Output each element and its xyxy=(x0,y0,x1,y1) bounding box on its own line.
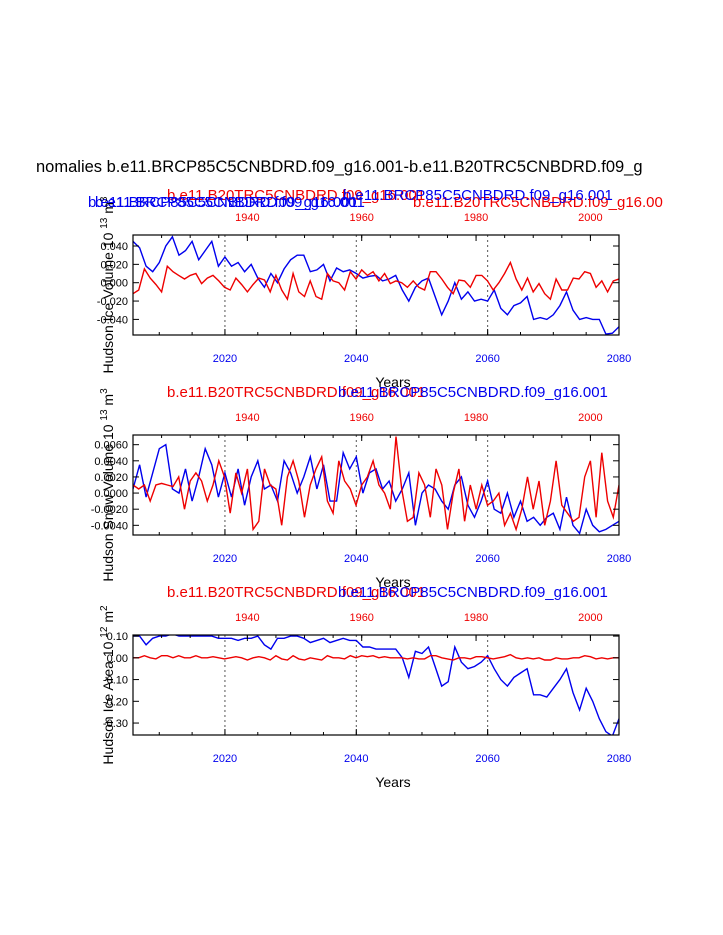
plot-frame xyxy=(132,434,620,536)
xtick-label-bottom: 2060 xyxy=(475,753,499,765)
ytick-label: 0.0000 xyxy=(94,488,128,500)
yaxis-label: Hudson Ice Area 10 12 m2 xyxy=(99,605,116,765)
panel-3: 0.10 0.00 -0.10 -0.20 -0.30 2020 2040 2060 2080 1… xyxy=(99,584,631,790)
xtick-label-bottom: 2060 xyxy=(475,353,499,365)
xtick-label-top: 1960 xyxy=(349,212,373,224)
ytick-label: -0.040 xyxy=(97,314,128,326)
red-series-line xyxy=(133,653,619,661)
blue-series-line xyxy=(133,635,619,735)
ytick-label: 0.10 xyxy=(107,631,128,643)
ytick-label: 0.0040 xyxy=(94,456,128,468)
red-series-line xyxy=(133,260,619,302)
xtick-label-top: 2000 xyxy=(578,612,602,624)
blue-series-line xyxy=(133,235,619,335)
overlap-header-blue: b.e11.BRCP85C5CNBDRD.f09_g16.001 xyxy=(88,194,358,211)
overlap-header-blue-3: b.e11.BRCP85C5CNBDRD.f09_g16.001 xyxy=(95,194,365,211)
xtick-label-bottom: 2020 xyxy=(213,753,237,765)
panel-title-red: b.e11.B20TRC5CNBDRD.f09_g16.001 xyxy=(167,584,425,601)
xtick-label-top: 1980 xyxy=(464,612,488,624)
xtick-label-bottom: 2060 xyxy=(475,553,499,565)
xtick-label-top: 1940 xyxy=(235,412,259,424)
xtick-label-bottom: 2040 xyxy=(344,753,368,765)
ytick-label: -0.20 xyxy=(103,696,128,708)
xaxis-label: Years xyxy=(375,374,410,390)
ytick-label: 0.0060 xyxy=(94,440,128,452)
ytick-label: 0.00 xyxy=(107,653,128,665)
xtick-label-top: 1960 xyxy=(349,412,373,424)
overlap-header-red-right: b.e11.B20TRC5CNBDRD.f09_g16.00 xyxy=(413,194,663,211)
red-series-line xyxy=(133,436,619,532)
ytick-label: 0.0020 xyxy=(94,472,128,484)
main-title: nomalies b.e11.BRCP85C5CNBDRD.f09_g16.00… xyxy=(36,158,643,176)
plot-frame xyxy=(132,634,620,736)
panel-title-blue: b.e11.BRCP85C5CNBDRD.f09_g16.001 xyxy=(338,584,608,601)
ytick-label: 0.040 xyxy=(100,241,128,253)
ytick-label: -0.020 xyxy=(97,296,128,308)
xtick-label-top: 1980 xyxy=(464,412,488,424)
panel-title-red: b.e11.B20TRC5CNBDRD.f09_g16.001 xyxy=(167,384,425,401)
panel-2: 0.0060 0.0040 0.0020 0.0000 -0.0020 -0.0040 20… xyxy=(91,384,632,590)
xtick-label-bottom: 2040 xyxy=(344,353,368,365)
xaxis-label: Years xyxy=(375,574,410,590)
xtick-label-bottom: 2080 xyxy=(607,353,631,365)
panel-title-blue: b.e11.BRCP85C5CNBDRD.f09_g16.001 xyxy=(338,384,608,401)
xtick-label-top: 1960 xyxy=(349,612,373,624)
plot-frame xyxy=(132,234,620,336)
overlap-header-red-left: b.e11.B20TRC5CNBDRD.f09_g16.001 xyxy=(167,187,425,204)
yaxis-label: Hudson Snow Volume 10 13 m3 xyxy=(99,388,116,582)
xtick-label-top: 1980 xyxy=(464,212,488,224)
xtick-label-top: 1940 xyxy=(235,212,259,224)
panel-1: 0.040 0.020 0.000 -0.020 -0.040 2020 2040 2060 2… xyxy=(97,196,631,390)
ytick-label: -0.0040 xyxy=(91,520,128,532)
xtick-label-bottom: 2020 xyxy=(213,553,237,565)
xtick-label-bottom: 2080 xyxy=(607,753,631,765)
xtick-label-top: 2000 xyxy=(578,412,602,424)
blue-series-line xyxy=(133,443,619,535)
overlap-header-blue-2: b.e11.BRCP85C5CNBDRD.f09_g16.001 xyxy=(343,187,613,204)
ytick-label: 0.000 xyxy=(100,278,128,290)
xtick-label-bottom: 2020 xyxy=(213,353,237,365)
ytick-label: -0.10 xyxy=(103,675,128,687)
xtick-label-bottom: 2040 xyxy=(344,553,368,565)
ytick-label: -0.30 xyxy=(103,718,128,730)
xtick-label-top: 1940 xyxy=(235,612,259,624)
xtick-label-bottom: 2080 xyxy=(607,553,631,565)
ytick-label: -0.0020 xyxy=(91,504,128,516)
xtick-label-top: 2000 xyxy=(578,212,602,224)
yaxis-label: Hudson Ice Volume 10 13 m3 xyxy=(99,196,116,373)
ytick-label: 0.020 xyxy=(100,259,128,271)
xaxis-label: Years xyxy=(375,774,410,790)
